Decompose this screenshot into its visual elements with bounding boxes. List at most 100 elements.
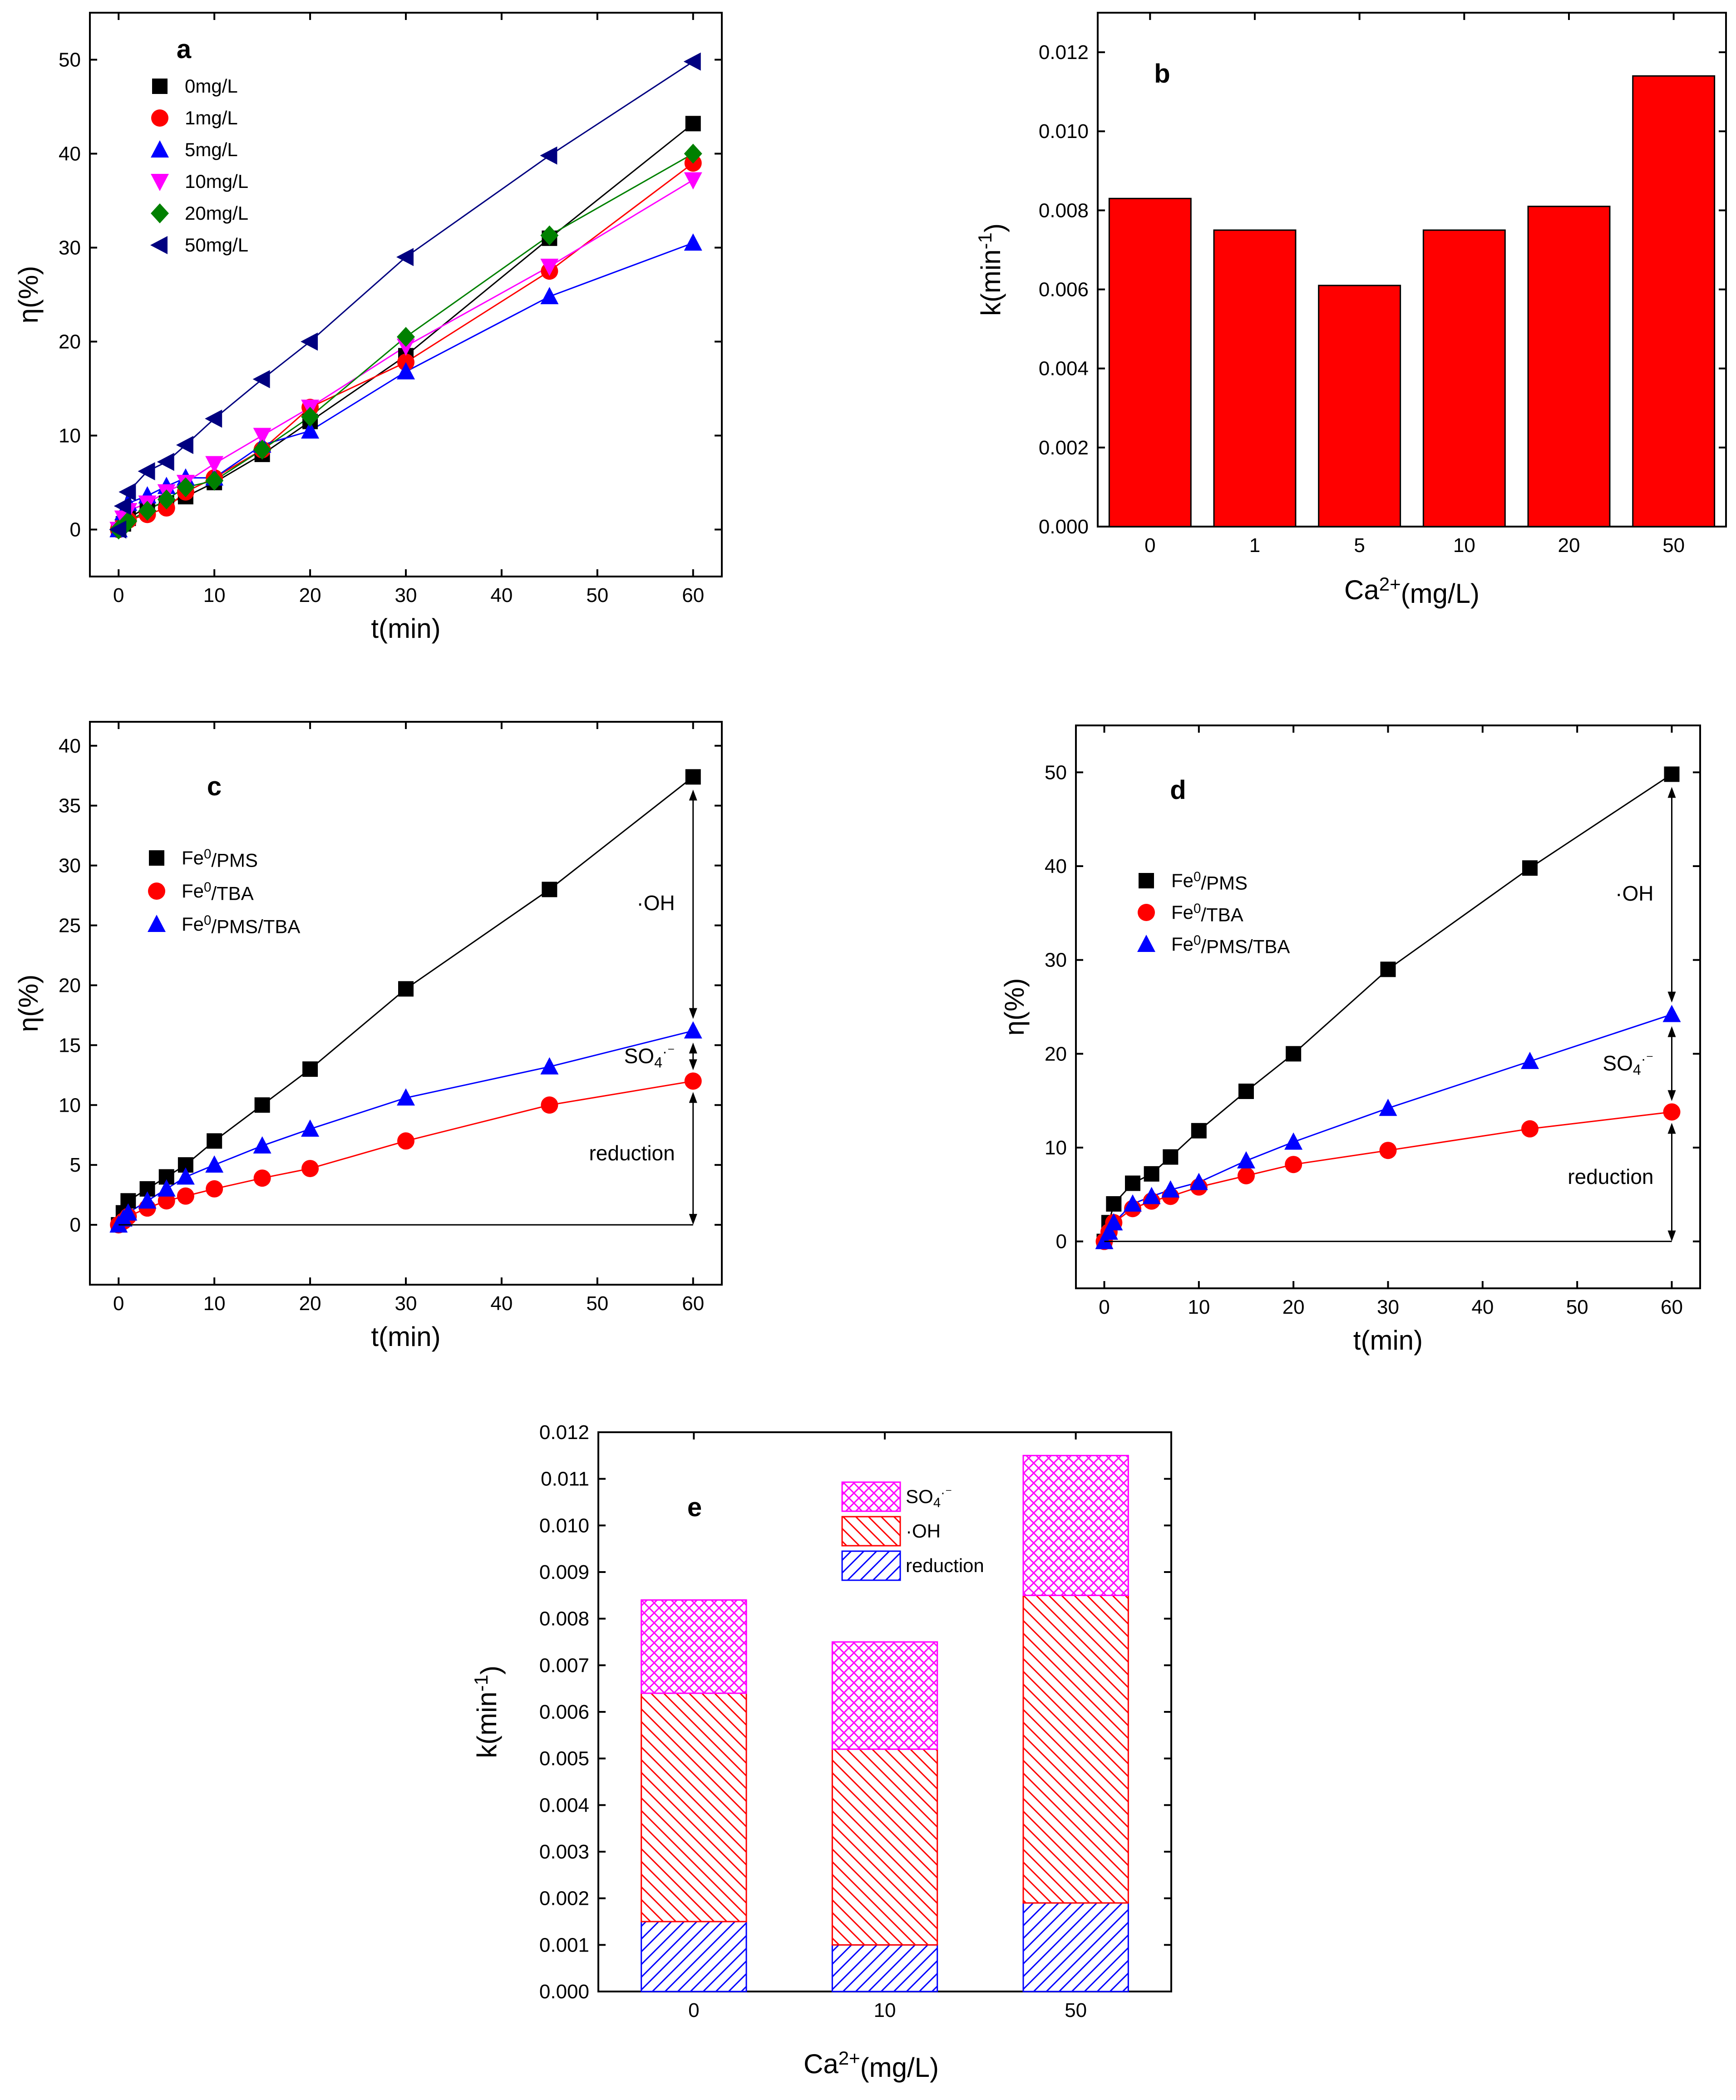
arrow-head	[689, 1059, 697, 1070]
y-tick-label: 30	[59, 855, 81, 877]
legend-swatch	[841, 1516, 901, 1547]
data-point	[396, 248, 414, 266]
legend-swatch	[841, 1481, 901, 1512]
legend-marker	[1138, 904, 1155, 921]
data-point	[138, 462, 155, 481]
legend-label: 50mg/L	[185, 234, 248, 256]
y-tick-label: 0.004	[539, 1794, 589, 1816]
legend-marker	[148, 882, 165, 900]
data-point	[253, 1136, 271, 1154]
legend-label: Fe0/TBA	[1171, 901, 1243, 926]
data-point	[176, 436, 193, 454]
data-point	[1380, 961, 1396, 977]
legend-swatch	[841, 1550, 901, 1581]
panel-b: 0 1 5 10 20 50 0.000 0.002 0.004 0.006 0.008 0.010 0…	[974, 12, 1727, 609]
data-point	[684, 233, 702, 251]
data-point	[301, 332, 318, 351]
legend-label: Fe0/PMS	[1171, 869, 1248, 894]
legend-marker	[151, 109, 168, 127]
data-point	[540, 225, 559, 246]
x-tick-label: 20	[1558, 534, 1580, 557]
bar	[1318, 285, 1401, 527]
legend-marker	[149, 850, 164, 866]
y-tick-label: 0.009	[539, 1561, 589, 1583]
y-tick-label: 0.006	[1039, 279, 1089, 301]
data-point	[109, 520, 127, 539]
x-tick-label: 10	[1188, 1296, 1210, 1318]
data-point	[301, 1160, 319, 1178]
x-axis-label: Ca2+(mg/L)	[804, 2047, 939, 2083]
data-point	[1521, 1051, 1539, 1069]
panel-letter: d	[1170, 775, 1186, 805]
y-axis-label: k(min-1)	[470, 1666, 506, 1758]
x-tick-label: 30	[395, 584, 417, 606]
data-point	[1238, 1084, 1254, 1099]
data-point	[1521, 1120, 1539, 1138]
bar-segment	[641, 1921, 747, 1992]
bar	[1108, 197, 1192, 527]
x-tick-label: 5	[1354, 534, 1365, 557]
y-tick-label: 15	[59, 1034, 81, 1056]
x-tick-label: 60	[682, 1292, 704, 1315]
y-tick-label: 30	[59, 237, 81, 259]
data-point	[157, 453, 174, 471]
x-tick-label: 0	[1144, 534, 1155, 557]
data-point	[684, 143, 702, 164]
data-point	[206, 1180, 223, 1198]
bar-segment	[831, 1748, 938, 1946]
data-point	[119, 1203, 138, 1221]
x-tick-label: 0	[113, 584, 124, 606]
y-tick-label: 40	[59, 735, 81, 757]
data-point	[541, 1096, 558, 1114]
data-point	[1285, 1156, 1302, 1173]
data-point	[138, 501, 157, 521]
data-point	[1237, 1151, 1255, 1168]
data-point	[1124, 1194, 1142, 1212]
y-tick-label: 0.012	[539, 1421, 589, 1444]
data-point	[684, 1072, 702, 1090]
y-tick-label: 50	[1045, 761, 1067, 784]
legend-label: Fe0/PMS	[182, 847, 258, 871]
data-point	[1144, 1166, 1159, 1182]
y-tick-label: 0	[70, 1214, 81, 1236]
data-point	[1284, 1132, 1303, 1150]
data-point	[1662, 1005, 1681, 1022]
arrow-head	[1667, 1123, 1676, 1134]
arrow-head	[689, 789, 697, 801]
data-point	[205, 409, 222, 428]
y-axis-label: η(%)	[13, 266, 44, 324]
data-point	[1100, 1223, 1118, 1240]
data-point	[397, 1088, 415, 1106]
data-point	[205, 470, 224, 491]
panel-letter: b	[1154, 59, 1170, 89]
x-tick-label: 60	[1661, 1296, 1683, 1318]
data-point	[1106, 1196, 1122, 1212]
x-tick-label: 20	[299, 1292, 321, 1315]
data-point	[540, 287, 559, 305]
annotation-reduction: reduction	[1568, 1165, 1653, 1188]
y-tick-label: 10	[59, 425, 81, 447]
bar-segment	[1022, 1902, 1129, 1992]
data-point	[684, 1021, 702, 1039]
data-point	[1379, 1142, 1397, 1159]
x-tick-label: 10	[1453, 534, 1475, 557]
x-axis-label: t(min)	[371, 613, 440, 644]
legend-label: 0mg/L	[185, 75, 238, 97]
data-point	[1142, 1187, 1161, 1204]
y-tick-label: 0.012	[1039, 41, 1089, 64]
panel-letter: e	[687, 1493, 702, 1522]
bar	[1422, 229, 1506, 527]
data-point	[207, 1133, 222, 1149]
y-tick-label: 40	[59, 143, 81, 165]
y-tick-label: 25	[59, 915, 81, 937]
bar	[1527, 206, 1611, 527]
data-point	[1161, 1180, 1180, 1198]
y-tick-label: 0	[1056, 1231, 1067, 1253]
data-point	[398, 981, 414, 997]
x-tick-label: 20	[1282, 1296, 1305, 1318]
legend-label: 10mg/L	[185, 171, 248, 192]
data-point	[205, 1155, 224, 1173]
data-point	[253, 1169, 271, 1187]
y-tick-label: 0.000	[539, 1981, 589, 2003]
x-tick-label: 10	[203, 1292, 226, 1315]
